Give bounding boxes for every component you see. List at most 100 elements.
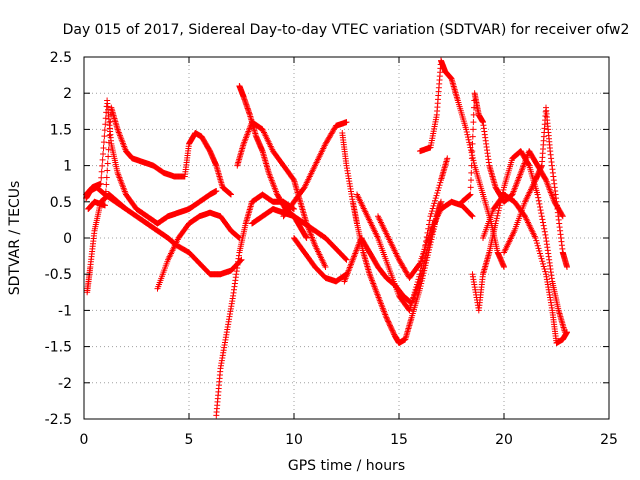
data-point <box>534 242 541 249</box>
data-point <box>408 302 414 309</box>
data-point <box>564 263 570 270</box>
x-tick-label: 20 <box>495 432 513 448</box>
data-point <box>386 321 393 328</box>
data-point <box>433 192 440 199</box>
data-point <box>542 231 549 238</box>
y-tick-label: -1.5 <box>45 340 72 356</box>
data-point <box>428 210 435 217</box>
data-point <box>541 228 548 235</box>
y-tick-label: 2.5 <box>50 50 72 66</box>
data-point <box>106 139 113 146</box>
data-point <box>465 136 472 143</box>
data-point <box>228 191 234 198</box>
data-point <box>388 326 395 333</box>
series-track-9 <box>249 206 350 263</box>
data-point <box>533 237 540 244</box>
data-point <box>99 156 106 163</box>
y-tick-label: 0 <box>63 231 72 247</box>
data-point <box>291 206 297 213</box>
series-track-20 <box>501 104 570 270</box>
data-point <box>98 174 105 181</box>
data-point <box>388 324 395 331</box>
data-point <box>417 271 423 278</box>
data-point <box>105 146 112 153</box>
data-point <box>235 233 242 240</box>
data-point <box>468 147 474 154</box>
data-point <box>468 169 475 176</box>
data-point <box>470 111 477 118</box>
data-point <box>429 208 435 215</box>
x-axis-label: GPS time / hours <box>288 458 405 474</box>
data-point <box>463 128 470 135</box>
data-point <box>408 299 415 306</box>
data-point <box>501 263 507 270</box>
series-track-8 <box>234 119 329 270</box>
data-point <box>541 266 548 273</box>
data-point <box>389 327 396 334</box>
data-point <box>539 216 546 223</box>
chart-title: Day 015 of 2017, Sidereal Day-to-day VTE… <box>63 22 630 38</box>
data-point <box>385 318 392 325</box>
data-point <box>104 160 111 167</box>
data-point <box>99 162 106 169</box>
data-point <box>536 200 543 207</box>
data-point <box>410 294 417 301</box>
data-point <box>536 247 543 254</box>
data-point <box>103 174 110 181</box>
data-point <box>535 197 542 204</box>
data-point <box>100 150 107 157</box>
data-point <box>537 203 543 210</box>
data-point <box>427 213 434 220</box>
data-point <box>540 219 546 226</box>
data-point <box>101 127 108 134</box>
series-track-5 <box>154 209 243 292</box>
data-point <box>98 168 105 175</box>
y-tick-label: -1 <box>58 303 72 319</box>
data-point <box>342 255 349 262</box>
data-point <box>463 126 470 133</box>
series-track-19 <box>480 191 570 346</box>
data-point <box>100 139 107 146</box>
series-track-16 <box>417 57 507 270</box>
data-point <box>413 284 420 291</box>
data-point <box>537 207 544 214</box>
data-point <box>559 212 566 219</box>
data-point <box>494 212 501 219</box>
data-point <box>467 191 474 198</box>
data-point <box>468 162 475 169</box>
x-tick-label: 0 <box>80 432 89 448</box>
data-point <box>435 187 441 194</box>
data-point <box>105 153 112 160</box>
data-point <box>469 154 476 161</box>
data-point <box>467 184 474 191</box>
data-point <box>538 213 545 220</box>
series-track-7 <box>236 82 310 241</box>
data-point <box>411 289 418 296</box>
data-point <box>436 182 443 189</box>
data-point <box>407 304 414 311</box>
data-point <box>429 205 436 212</box>
data-point <box>106 125 113 132</box>
data-point <box>542 176 549 183</box>
data-point <box>537 253 544 260</box>
data-point <box>238 256 245 263</box>
data-point <box>430 202 437 209</box>
data-point <box>469 140 476 147</box>
y-tick-label: 1.5 <box>50 122 72 138</box>
data-point <box>104 167 111 174</box>
data-point <box>416 273 423 280</box>
data-point <box>343 256 350 263</box>
x-tick-label: 10 <box>285 432 303 448</box>
data-point <box>466 192 473 199</box>
series-track-4 <box>84 191 129 296</box>
data-point <box>540 222 547 229</box>
data-point <box>495 207 502 214</box>
data-point <box>500 186 507 193</box>
data-series <box>83 57 570 419</box>
data-point <box>414 281 420 288</box>
data-point <box>121 205 128 212</box>
data-point <box>384 315 390 322</box>
data-point <box>387 323 394 330</box>
data-point <box>423 249 430 256</box>
